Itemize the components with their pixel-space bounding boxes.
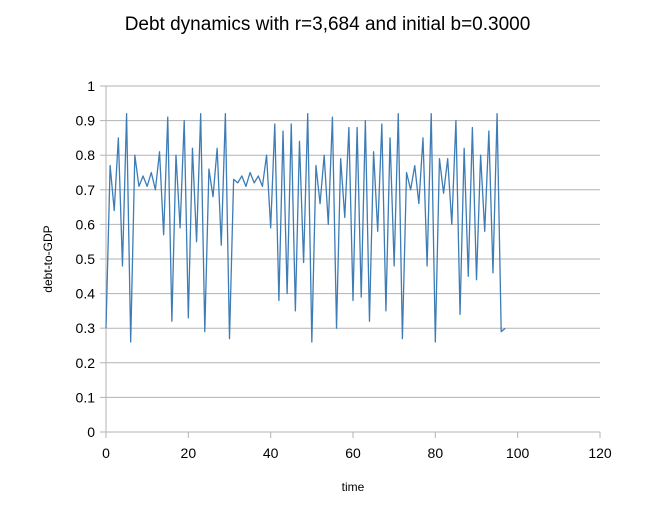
- x-tick-label: 20: [181, 445, 197, 461]
- series-layer: [105, 113, 506, 343]
- y-tick-label: 0.4: [76, 286, 96, 302]
- y-tick-label: 1: [87, 78, 95, 94]
- y-tick-label: 0.5: [76, 251, 96, 267]
- y-tick-label: 0.7: [76, 182, 96, 198]
- y-tick-label: 0.3: [76, 320, 96, 336]
- x-tick-label: 100: [506, 445, 530, 461]
- axes: [100, 85, 601, 438]
- y-tick-label: 0.8: [76, 147, 96, 163]
- y-tick-label: 0.6: [76, 216, 96, 232]
- x-tick-label: 40: [263, 445, 279, 461]
- x-tick-label: 60: [345, 445, 361, 461]
- y-tick-label: 0.1: [76, 389, 96, 405]
- y-axis-title: debt-to-GDP: [41, 225, 55, 292]
- y-tick-label: 0.9: [76, 113, 96, 129]
- x-tick-label: 120: [588, 445, 612, 461]
- x-tick-label: 80: [428, 445, 444, 461]
- y-tick-label: 0: [87, 424, 95, 440]
- y-tick-label: 0.2: [76, 355, 96, 371]
- x-tick-label: 0: [102, 445, 110, 461]
- x-axis-title: time: [342, 480, 365, 494]
- grid-lines: [106, 85, 600, 398]
- series-line: [105, 113, 506, 343]
- tick-labels: 0 0.1 0.2 0.3 0.4 0.5 0.6 0.7 0.8 0.9 1 0 20 40 60 80 10…: [76, 78, 612, 461]
- chart-title: Debt dynamics with r=3,684 and initial b…: [124, 14, 531, 35]
